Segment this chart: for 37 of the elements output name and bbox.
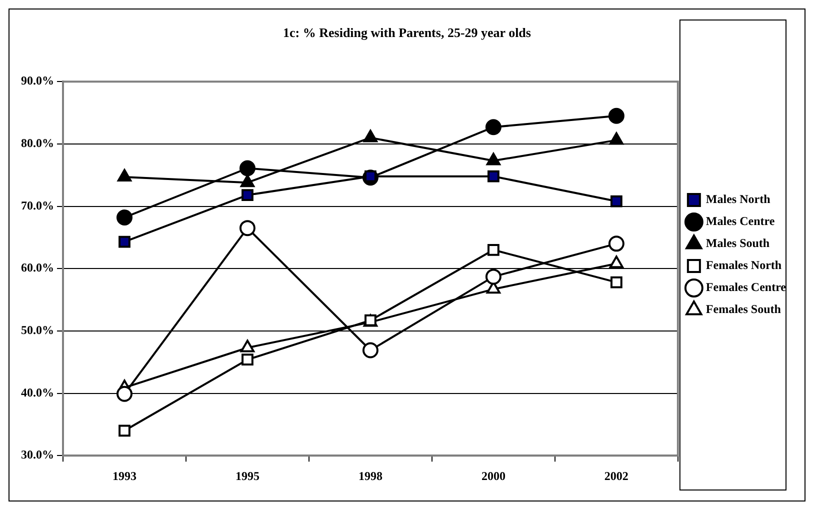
point	[485, 119, 502, 136]
y-tick-label: 80.0%	[21, 136, 54, 150]
y-tick-label: 40.0%	[21, 385, 54, 400]
point	[608, 236, 624, 252]
point	[116, 386, 132, 402]
y-tick-label: 90.0%	[21, 74, 54, 88]
point	[239, 160, 256, 176]
x-tick-label: 1993	[112, 468, 136, 483]
point	[239, 220, 256, 236]
point	[242, 354, 254, 366]
legend-label: Males North	[706, 192, 771, 206]
point	[118, 236, 130, 248]
legend-label: Males Centre	[706, 214, 776, 228]
legend-label: Males South	[706, 236, 770, 250]
point	[362, 342, 378, 358]
point	[487, 170, 500, 182]
point	[242, 189, 254, 201]
legend-label: Females South	[706, 302, 782, 316]
point	[118, 424, 130, 437]
point	[487, 244, 500, 256]
point	[485, 268, 502, 285]
legend-label: Females Centre	[706, 280, 787, 294]
x-tick-label: 1998	[358, 468, 382, 483]
chart-title: 1c: % Residing with Parents, 25-29 year olds	[283, 25, 531, 40]
x-tick-label: 2000	[481, 468, 506, 483]
y-tick-label: 70.0%	[21, 198, 54, 212]
y-tick-label: 50.0%	[21, 323, 54, 338]
point	[608, 108, 624, 124]
legend-label: Females North	[706, 258, 782, 272]
x-tick-label: 1995	[235, 468, 260, 483]
point	[610, 195, 622, 208]
y-tick-label: 30.0%	[21, 448, 54, 462]
x-tick-label: 2002	[604, 468, 628, 483]
point	[610, 276, 622, 288]
point	[240, 174, 255, 188]
point	[116, 209, 132, 226]
y-tick-label: 60.0%	[21, 260, 54, 275]
